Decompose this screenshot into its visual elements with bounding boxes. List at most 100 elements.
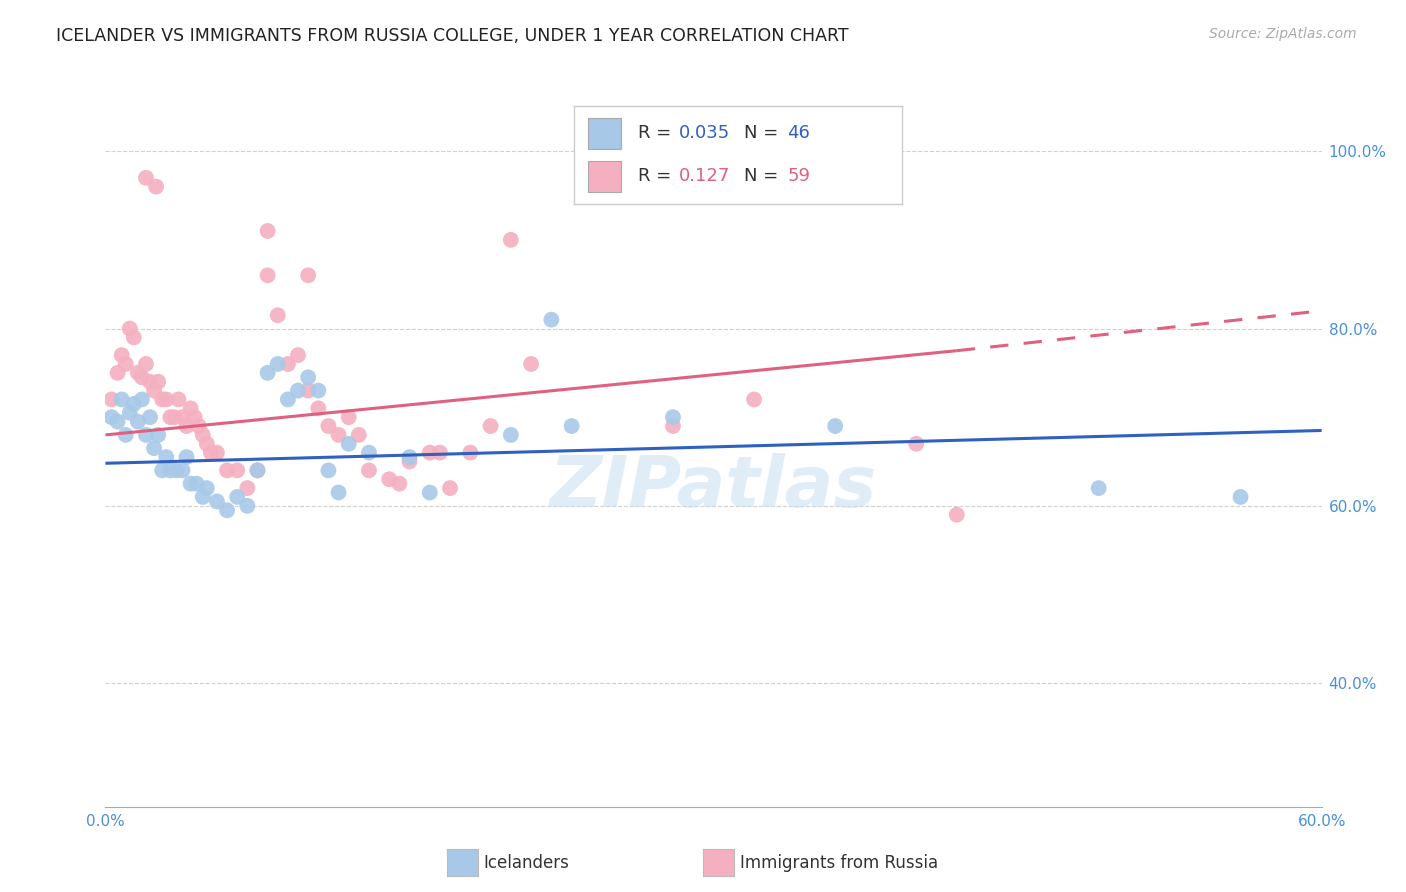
Point [172, 410, 194, 425]
Point [200, 445, 222, 459]
Point [246, 463, 269, 477]
Point [246, 463, 269, 477]
Point [357, 463, 380, 477]
Point [159, 410, 181, 425]
Point [388, 476, 411, 491]
Point [187, 419, 209, 434]
Point [127, 415, 149, 429]
Point [540, 312, 562, 326]
Point [1087, 481, 1109, 495]
Point [398, 454, 420, 468]
Point [267, 308, 290, 322]
Point [135, 170, 157, 185]
Text: Immigrants from Russia: Immigrants from Russia [740, 854, 938, 871]
Point [398, 450, 420, 464]
Point [824, 419, 846, 434]
Point [217, 503, 239, 517]
Point [267, 357, 290, 371]
Point [150, 463, 173, 477]
Point [297, 268, 319, 283]
Point [114, 357, 136, 371]
Point [287, 384, 309, 398]
Point [146, 428, 169, 442]
Point [143, 384, 166, 398]
Point [337, 437, 360, 451]
Point [742, 392, 765, 407]
Point [337, 410, 360, 425]
Point [135, 428, 157, 442]
Point [1229, 490, 1251, 504]
Point [143, 441, 166, 455]
Point [180, 476, 202, 491]
Point [499, 428, 522, 442]
Text: Source: ZipAtlas.com: Source: ZipAtlas.com [1209, 27, 1357, 41]
Point [307, 401, 329, 416]
Point [205, 494, 228, 508]
Point [945, 508, 967, 522]
Point [297, 370, 319, 384]
Point [118, 406, 141, 420]
Point [256, 268, 278, 283]
Point [165, 463, 187, 477]
Point [159, 463, 181, 477]
Point [155, 392, 177, 407]
Point [256, 366, 278, 380]
Point [118, 321, 141, 335]
Point [163, 410, 186, 425]
Point [419, 445, 441, 459]
Text: ZIPatlas: ZIPatlas [550, 453, 877, 522]
Point [176, 450, 198, 464]
Point [561, 419, 583, 434]
Point [347, 428, 370, 442]
Point [114, 428, 136, 442]
Point [131, 392, 153, 407]
Point [180, 401, 202, 416]
Point [167, 392, 190, 407]
Text: ICELANDER VS IMMIGRANTS FROM RUSSIA COLLEGE, UNDER 1 YEAR CORRELATION CHART: ICELANDER VS IMMIGRANTS FROM RUSSIA COLL… [56, 27, 849, 45]
Point [191, 428, 214, 442]
Point [111, 392, 134, 407]
Point [176, 419, 198, 434]
Point [100, 392, 122, 407]
Point [520, 357, 543, 371]
Point [328, 485, 350, 500]
Point [135, 357, 157, 371]
Point [107, 415, 129, 429]
Point [100, 410, 122, 425]
Point [139, 375, 162, 389]
Point [662, 410, 685, 425]
Point [499, 233, 522, 247]
Point [256, 224, 278, 238]
Point [458, 445, 481, 459]
Point [217, 463, 239, 477]
Point [479, 419, 502, 434]
Point [150, 392, 173, 407]
Point [145, 179, 167, 194]
Point [328, 428, 350, 442]
Point [195, 437, 218, 451]
Point [439, 481, 461, 495]
Point [297, 384, 319, 398]
Point [287, 348, 309, 362]
Point [419, 485, 441, 500]
Point [122, 397, 145, 411]
Point [122, 330, 145, 344]
Point [205, 445, 228, 459]
Point [107, 366, 129, 380]
Point [662, 419, 685, 434]
Point [318, 419, 340, 434]
Point [111, 348, 134, 362]
Point [307, 384, 329, 398]
Point [139, 410, 162, 425]
Point [226, 463, 249, 477]
Point [146, 375, 169, 389]
Point [191, 490, 214, 504]
Point [155, 450, 177, 464]
Point [429, 445, 451, 459]
Point [277, 357, 299, 371]
Point [127, 366, 149, 380]
Point [183, 410, 205, 425]
Point [131, 370, 153, 384]
Point [186, 476, 208, 491]
Point [905, 437, 928, 451]
